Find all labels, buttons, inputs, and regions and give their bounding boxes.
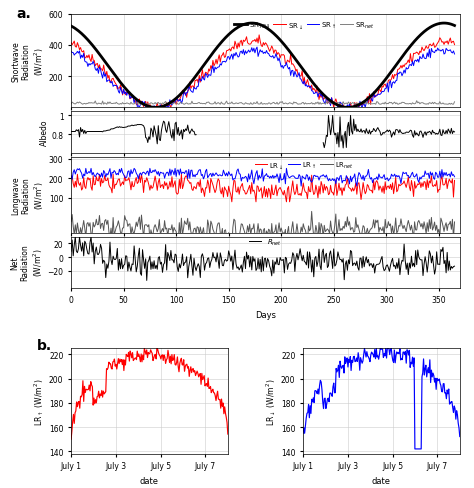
SR$_{\uparrow}$ (68, 49, 74, 55)
Y-axis label: Net
Radiation
(W/m$^2$): Net Radiation (W/m$^2$) (10, 244, 45, 281)
LR$_{net}$ (147, 238, 153, 244)
Line: SR$_{\uparrow}$: SR$_{\uparrow}$ (71, 48, 455, 108)
LR$_{net}$ (275, 228, 281, 234)
LR$_{\uparrow}$ (148, 170, 154, 176)
SR$_{net}$ (275, 102, 281, 108)
LR$_{\uparrow}$ (135, 173, 140, 179)
SR$_{net}$ (133, 101, 139, 106)
SR$_{TOA}$ (277, 38, 283, 44)
Y-axis label: LR$_{\downarrow}$ (W/m$^2$): LR$_{\downarrow}$ (W/m$^2$) (264, 378, 278, 425)
LR$_{net}$ (106, 230, 112, 236)
SR$_{\downarrow}$ (256, 33, 262, 39)
Y-axis label: Longwave
Radiation
(W/m$^2$): Longwave Radiation (W/m$^2$) (11, 176, 46, 215)
LR$_{\downarrow}$ (452, 178, 457, 184)
Text: b.: b. (36, 338, 52, 352)
X-axis label: date: date (372, 476, 391, 485)
SR$_{\downarrow}$ (133, 102, 139, 108)
SR$_{TOA}$ (106, 65, 112, 71)
SR$_{TOA}$ (249, 21, 255, 27)
SR$_{\uparrow}$ (106, 78, 112, 83)
SR$_{net}$ (147, 102, 153, 107)
SR$_{TOA}$ (152, 105, 158, 111)
SR$_{\downarrow}$ (146, 105, 152, 111)
LR$_{\downarrow}$ (135, 181, 140, 187)
SR$_{TOA}$ (68, 24, 74, 30)
Line: LR$_{\downarrow}$: LR$_{\downarrow}$ (71, 175, 455, 203)
SR$_{\uparrow}$ (133, 97, 139, 103)
SR$_{\downarrow}$ (333, 97, 338, 102)
LR$_{net}$ (133, 220, 139, 225)
SR$_{net}$ (452, 100, 457, 105)
SR$_{\downarrow}$ (148, 104, 154, 110)
X-axis label: date: date (140, 476, 159, 485)
Legend: $R_{net}$: $R_{net}$ (246, 234, 285, 250)
SR$_{\downarrow}$ (106, 73, 112, 79)
LR$_{\uparrow}$ (83, 166, 89, 172)
SR$_{\uparrow}$ (333, 102, 338, 108)
SR$_{net}$ (353, 102, 359, 107)
LR$_{\uparrow}$ (354, 184, 360, 190)
LR$_{\uparrow}$ (68, 174, 74, 180)
Legend: SR$_{TOA}$, SR$_{\downarrow}$, SR$_{\uparrow}$, SR$_{net}$: SR$_{TOA}$, SR$_{\downarrow}$, SR$_{\upa… (231, 18, 377, 34)
LR$_{net}$ (354, 225, 360, 231)
SR$_{\uparrow}$ (452, 52, 457, 58)
Y-axis label: Shortwave
Radiation
(W/m$^2$): Shortwave Radiation (W/m$^2$) (11, 41, 46, 81)
Text: a.: a. (17, 7, 31, 21)
LR$_{net}$ (452, 220, 457, 225)
LR$_{net}$ (68, 219, 74, 225)
SR$_{TOA}$ (333, 102, 338, 108)
Y-axis label: LR$_{\uparrow}$ (W/m$^2$): LR$_{\uparrow}$ (W/m$^2$) (32, 378, 46, 425)
SR$_{net}$ (414, 99, 419, 104)
LR$_{net}$ (333, 212, 338, 218)
SR$_{TOA}$ (147, 104, 153, 110)
SR$_{\downarrow}$ (68, 41, 74, 46)
LR$_{\uparrow}$ (107, 166, 113, 172)
Line: LR$_{\uparrow}$: LR$_{\uparrow}$ (71, 169, 455, 187)
Line: SR$_{net}$: SR$_{net}$ (71, 102, 455, 105)
LR$_{\downarrow}$ (107, 185, 113, 191)
Line: LR$_{net}$: LR$_{net}$ (71, 212, 455, 250)
LR$_{\downarrow}$ (148, 183, 154, 189)
LR$_{\uparrow}$ (333, 182, 338, 187)
X-axis label: Days: Days (255, 310, 276, 319)
Y-axis label: Albedo: Albedo (40, 120, 49, 146)
SR$_{net}$ (68, 102, 74, 107)
LR$_{\downarrow}$ (333, 178, 338, 183)
LR$_{\downarrow}$ (277, 185, 283, 191)
SR$_{\uparrow}$ (137, 105, 142, 111)
LR$_{\uparrow}$ (298, 184, 304, 190)
SR$_{\uparrow}$ (148, 105, 154, 111)
LR$_{net}$ (283, 247, 289, 253)
LR$_{net}$ (309, 209, 315, 215)
LR$_{\downarrow}$ (68, 175, 74, 181)
LR$_{\uparrow}$ (452, 175, 457, 181)
SR$_{TOA}$ (133, 97, 139, 103)
SR$_{\uparrow}$ (254, 45, 260, 51)
SR$_{\downarrow}$ (277, 56, 283, 62)
SR$_{\uparrow}$ (354, 105, 360, 111)
SR$_{net}$ (331, 101, 337, 107)
SR$_{TOA}$ (452, 23, 457, 29)
SR$_{net}$ (106, 102, 112, 107)
LR$_{\downarrow}$ (229, 200, 235, 205)
Legend: LR$_{\downarrow}$, LR$_{\uparrow}$, LR$_{net}$: LR$_{\downarrow}$, LR$_{\uparrow}$, LR$_… (252, 158, 357, 173)
LR$_{\downarrow}$ (74, 172, 80, 178)
SR$_{\downarrow}$ (452, 42, 457, 48)
Line: SR$_{TOA}$: SR$_{TOA}$ (71, 24, 455, 108)
LR$_{\uparrow}$ (276, 180, 282, 186)
SR$_{TOA}$ (354, 103, 360, 109)
Line: SR$_{\downarrow}$: SR$_{\downarrow}$ (71, 36, 455, 108)
SR$_{\uparrow}$ (277, 61, 283, 66)
LR$_{\downarrow}$ (354, 192, 360, 198)
SR$_{\downarrow}$ (354, 101, 360, 106)
SR$_{net}$ (333, 102, 338, 108)
